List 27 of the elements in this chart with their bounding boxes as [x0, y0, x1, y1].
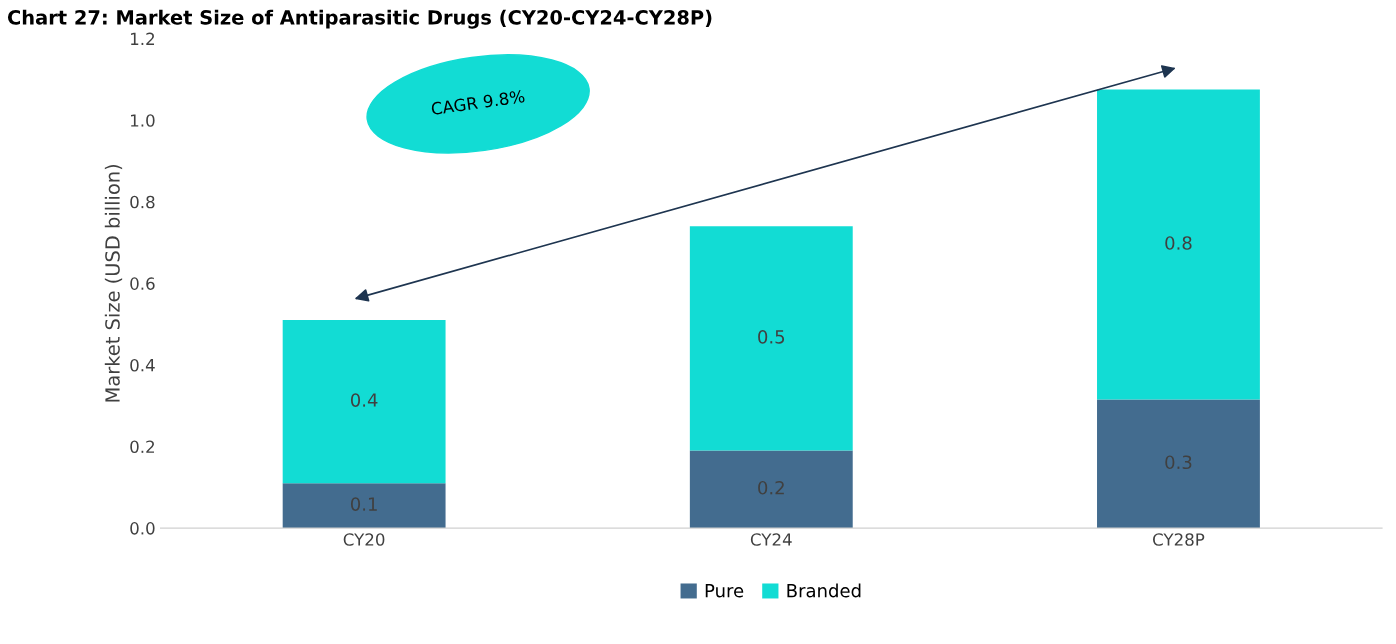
data-label: 0.3 — [1165, 455, 1192, 470]
y-tick-label: 0.0 — [130, 522, 155, 535]
bar — [1097, 399, 1260, 529]
y-tick-label: 1.2 — [131, 32, 155, 45]
data-label: 0.2 — [758, 480, 784, 495]
bar — [689, 226, 853, 451]
data-label: 0.5 — [758, 330, 785, 344]
x-tick-label: CY28P — [1153, 533, 1205, 546]
bar — [282, 320, 446, 484]
data-label: 0.1 — [350, 497, 377, 511]
bar — [689, 450, 853, 529]
y-tick-label: 0.6 — [130, 277, 155, 290]
bar — [1097, 89, 1260, 400]
legend-label: Pure — [705, 584, 744, 598]
data-label: 0.4 — [350, 393, 378, 407]
annotation: CAGR 9.8% — [431, 89, 525, 116]
legend-label: Branded — [787, 583, 861, 598]
data-label: 0.8 — [1165, 236, 1192, 250]
y-tick-label: 0.2 — [130, 440, 155, 454]
x-tick-label: CY24 — [750, 533, 792, 546]
y-axis-title: Market Size (USD billion) — [104, 164, 123, 402]
chart-title: Chart 27: Market Size of Antiparasitic Drugs (CY20-CY24-CY28P) — [7, 9, 712, 29]
y-tick-label: 0.8 — [130, 195, 155, 209]
x-tick-label: CY20 — [343, 533, 385, 546]
bar — [282, 483, 446, 529]
y-tick-label: 0.4 — [130, 358, 155, 372]
y-tick-label: 1.0 — [131, 114, 155, 127]
